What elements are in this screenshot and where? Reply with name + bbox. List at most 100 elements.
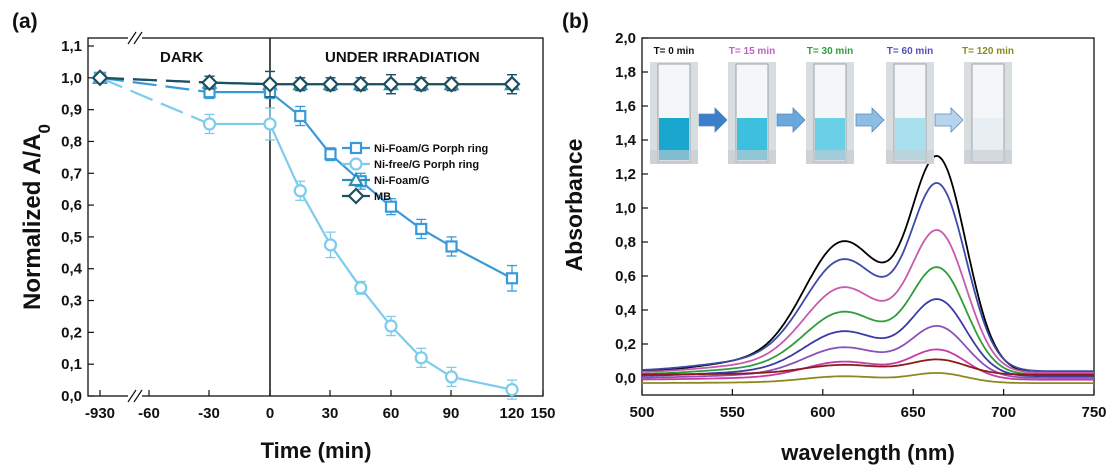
data-point	[91, 69, 109, 87]
data-point	[384, 319, 398, 333]
chart-b-x-tick-label: 500	[629, 404, 654, 421]
chart-a-y-axis-title-main: Normalized A/A	[19, 133, 46, 309]
chart-a: DARK UNDER IRRADIATION 0,0 0,1 0,2 0,3 0,4 0,…	[19, 31, 556, 463]
chart-a-x-tick-label: -930	[85, 405, 115, 422]
chart-a-y-tick-label: 0,0	[61, 388, 82, 405]
data-point	[200, 74, 219, 92]
legend-label: Ni-Foam/G Porph ring	[374, 143, 488, 155]
cuvette-base	[886, 150, 934, 164]
data-point	[324, 148, 337, 161]
chart-b-y-tick-label: 1,8	[615, 64, 636, 81]
chart-a-y-tick-label: 1,1	[61, 38, 82, 55]
cuvette-photo	[964, 62, 1012, 164]
time-label: T= 60 min	[887, 46, 933, 57]
chart-b-x-tick-label: 650	[901, 404, 926, 421]
legend-marker	[349, 157, 363, 171]
absorbance-spectrum-1	[641, 154, 1094, 374]
chart-b-plot-frame	[641, 37, 1095, 396]
data-point	[505, 383, 519, 397]
chart-a-x-tick-label: 0	[266, 405, 274, 422]
data-point	[442, 75, 461, 93]
time-label: T= 15 min	[729, 46, 775, 57]
chart-a-x-tick-label: 60	[383, 405, 400, 422]
chart-b-x-tick-label: 750	[1081, 404, 1106, 421]
chart-b-y-tick-label: 1,4	[615, 132, 637, 149]
time-label: T= 30 min	[807, 46, 853, 57]
chart-b-y-tick-label: 1,6	[615, 98, 636, 115]
legend-marker	[349, 141, 363, 155]
chart-a-x-axis-title: Time (min)	[261, 438, 372, 463]
chart-a-legend: Ni-Foam/G Porph ring Ni-free/G Porph ring…	[342, 141, 488, 205]
panel-b-letter: (b)	[562, 10, 589, 33]
chart-b-y-tick-label: 1,0	[615, 200, 636, 217]
chart-b-y-tick-label: 0,0	[615, 370, 636, 387]
chart-a-y-tick-label: 0,6	[61, 197, 82, 214]
data-point	[291, 75, 309, 93]
chart-b-x-tick-label: 600	[810, 404, 835, 421]
absorbance-spectrum-9	[642, 372, 1094, 385]
chart-b-x-tick-label: 700	[991, 404, 1016, 421]
chart-b-y-axis-title: Absorbance	[561, 139, 587, 272]
data-point	[414, 351, 428, 365]
series-mb	[91, 69, 521, 98]
legend-label: MB	[374, 191, 391, 203]
data-point	[505, 272, 519, 285]
data-point	[202, 117, 217, 131]
chart-a-x-tick-label: 120	[499, 405, 524, 422]
time-label: T= 0 min	[654, 46, 695, 57]
absorbance-spectrum-8	[642, 358, 1094, 376]
chart-a-y-tick-label: 0,9	[61, 102, 82, 119]
cuvette-photo-inset: T= 0 min T= 15 min T= 30 min T= 60 min T= 12…	[650, 46, 1014, 164]
axis-break-bottom	[127, 389, 143, 403]
chart-a-y-axis-title: Normalized A/A0	[19, 124, 54, 310]
absorbance-spectrum-3	[641, 229, 1094, 374]
legend-marker	[347, 187, 365, 205]
axis-break-top	[127, 31, 143, 45]
chart-a-y-axis-title-subscript: 0	[35, 124, 54, 133]
progress-arrow	[934, 107, 964, 133]
chart-b-y-tick-label: 2,0	[615, 30, 636, 47]
region-dark-label: DARK	[160, 49, 203, 66]
legend-item: Ni-free/G Porph ring	[342, 157, 479, 171]
cuvette-photo	[728, 62, 776, 164]
data-point	[263, 117, 277, 131]
data-point	[384, 200, 398, 213]
cuvette-photo	[806, 62, 854, 164]
progress-arrow	[776, 107, 806, 133]
progress-arrow	[855, 107, 885, 133]
data-point	[445, 240, 458, 253]
series-break-segment	[99, 76, 210, 84]
legend-item: Ni-Foam/G Porph ring	[342, 141, 488, 155]
data-point	[412, 75, 430, 93]
absorbance-spectrum-7	[642, 348, 1094, 381]
progress-arrow	[698, 107, 728, 133]
legend-marker	[348, 171, 364, 187]
data-point	[293, 184, 307, 198]
chart-b-y-tick-label: 0,2	[615, 336, 636, 353]
data-point	[352, 75, 370, 93]
cuvette-base	[964, 150, 1012, 164]
chart-a-y-tick-label: 0,1	[61, 356, 82, 373]
series-break-segment	[99, 76, 210, 94]
data-point	[354, 281, 368, 295]
data-point	[382, 75, 400, 93]
chart-a-x-tick-label: -60	[138, 405, 160, 422]
chart-a-y-tick-label: 0,2	[61, 324, 82, 341]
chart-b-y-tick-label: 0,4	[615, 302, 637, 319]
cuvette-base	[650, 150, 698, 164]
chart-a-y-tick-label: 0,5	[61, 229, 82, 246]
chart-a-x-tick-label: 150	[530, 405, 555, 422]
data-point	[321, 75, 340, 93]
chart-b: 0,0 0,2 0,4 0,6 0,8 1,0 1,2 1,4 1,6 1,8 2,0 500 550…	[561, 30, 1107, 465]
chart-b-x-tick-label: 550	[720, 404, 745, 421]
chart-b-y-tick-label: 1,2	[615, 166, 636, 183]
series-ni-foam-g-porph-ring	[93, 71, 519, 292]
chart-a-y-tick-label: 0,8	[61, 133, 82, 150]
data-point	[503, 75, 521, 93]
absorbance-spectrum-4	[642, 266, 1094, 376]
legend-label: Ni-free/G Porph ring	[374, 159, 479, 171]
data-point	[323, 238, 338, 252]
region-irradiation-label: UNDER IRRADIATION	[325, 49, 480, 66]
chart-a-x-tick-label: 90	[443, 405, 460, 422]
data-point	[444, 370, 459, 384]
